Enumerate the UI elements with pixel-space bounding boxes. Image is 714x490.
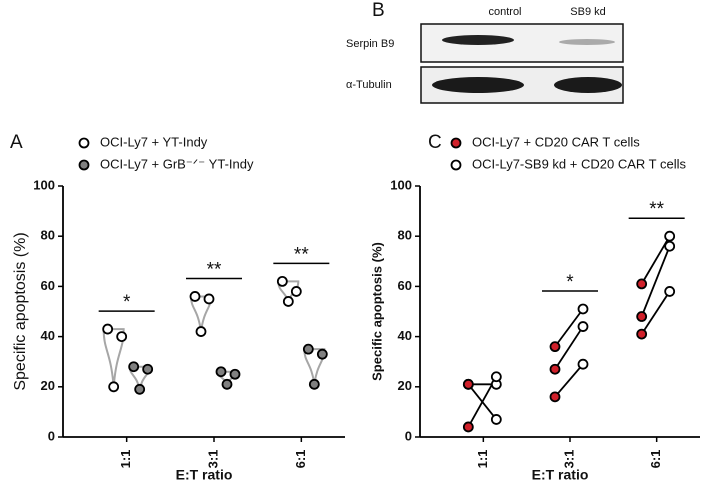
y-tick-label: 100 xyxy=(390,177,412,192)
point xyxy=(490,371,502,383)
legend-marker xyxy=(450,159,462,171)
x-axis-label: E:T ratio xyxy=(532,467,589,483)
y-tick-label: 80 xyxy=(398,228,412,243)
point xyxy=(636,278,648,290)
point xyxy=(203,293,215,305)
point xyxy=(221,378,233,390)
y-tick-label: 0 xyxy=(48,428,55,443)
pair-line xyxy=(554,308,584,348)
point xyxy=(108,381,120,393)
significance-label: * xyxy=(123,292,131,313)
blot-column: SB9 kd xyxy=(570,6,605,18)
legend-label: OCI-Ly7-SB9 kd + CD20 CAR T cells xyxy=(472,156,686,171)
point xyxy=(636,311,648,322)
y-tick-label: 20 xyxy=(41,378,55,393)
y-tick-label: 80 xyxy=(41,228,55,243)
y-tick-label: 100 xyxy=(33,177,55,192)
y-tick-label: 40 xyxy=(398,328,412,343)
blot-band xyxy=(554,77,622,93)
point xyxy=(636,328,648,340)
point xyxy=(229,368,241,380)
point xyxy=(316,348,328,360)
blot-column: control xyxy=(488,6,521,18)
point xyxy=(290,286,302,297)
point xyxy=(142,363,154,375)
legend-marker xyxy=(450,137,462,149)
blot-row: Serpin B9 xyxy=(346,38,394,50)
point xyxy=(549,363,561,375)
significance-label: ** xyxy=(294,244,309,265)
point xyxy=(308,378,320,390)
y-axis-label: Specific apoptosis (%) xyxy=(12,232,29,390)
x-tick-label: 3:1 xyxy=(561,450,576,469)
point xyxy=(577,303,589,315)
y-tick-label: 20 xyxy=(398,378,412,393)
x-axis-label: E:T ratio xyxy=(176,467,233,483)
y-tick-label: 60 xyxy=(41,278,55,293)
y-tick-label: 60 xyxy=(398,278,412,293)
legend-label: OCI-Ly7 + YT-Indy xyxy=(100,134,208,149)
significance-label: ** xyxy=(207,259,222,280)
pair-line xyxy=(640,245,671,317)
legend-label: OCI-Ly7 + GrB⁻ᐟ⁻ YT-Indy xyxy=(100,156,254,171)
x-tick-label: 1:1 xyxy=(118,450,133,469)
panel-letter: C xyxy=(428,132,442,153)
point xyxy=(462,421,474,433)
point xyxy=(195,326,207,337)
point xyxy=(282,296,294,307)
point xyxy=(462,378,474,390)
point xyxy=(577,321,589,332)
point xyxy=(490,414,502,425)
significance-label: * xyxy=(566,272,574,293)
point xyxy=(664,286,676,297)
x-tick-label: 1:1 xyxy=(475,450,490,469)
legend-marker xyxy=(78,137,90,149)
point xyxy=(276,275,288,287)
pair-line xyxy=(554,326,584,370)
legend-marker xyxy=(78,159,90,171)
y-tick-label: 0 xyxy=(405,428,412,443)
point xyxy=(549,341,561,353)
point xyxy=(215,366,227,378)
x-tick-label: 6:1 xyxy=(648,450,663,469)
blot-band xyxy=(432,77,524,93)
x-tick-label: 3:1 xyxy=(205,450,220,469)
point xyxy=(116,331,128,343)
blot-row: α-Tubulin xyxy=(346,79,392,91)
panel-letter: B xyxy=(372,0,385,21)
point xyxy=(577,358,589,370)
legend-label: OCI-Ly7 + CD20 CAR T cells xyxy=(472,134,640,149)
point xyxy=(302,343,314,355)
point xyxy=(664,240,676,252)
point xyxy=(664,230,676,242)
pair-line xyxy=(554,363,584,398)
point xyxy=(128,361,140,373)
significance-label: ** xyxy=(649,199,664,220)
panel-letter: A xyxy=(10,132,23,153)
y-axis-label: Specific apoptosis (%) xyxy=(369,242,384,381)
point xyxy=(189,291,201,302)
blot-band xyxy=(559,39,615,45)
point xyxy=(102,323,114,335)
point xyxy=(134,383,146,395)
pair-line xyxy=(640,290,671,335)
y-tick-label: 40 xyxy=(41,328,55,343)
point xyxy=(549,391,561,403)
x-tick-label: 6:1 xyxy=(293,450,308,469)
blot-band xyxy=(442,35,514,45)
